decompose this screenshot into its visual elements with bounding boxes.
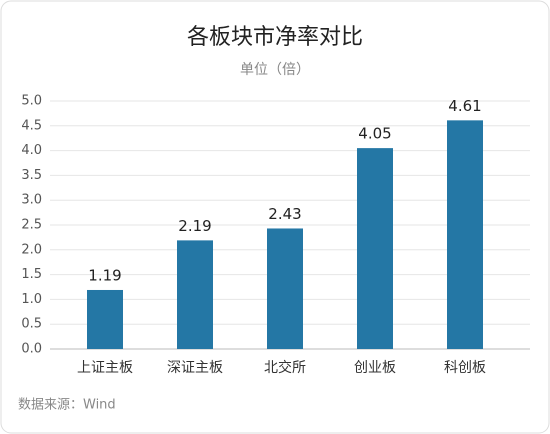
bar [357, 148, 393, 349]
source-note: 数据来源：Wind [18, 398, 116, 413]
x-tick-label: 科创板 [444, 360, 486, 376]
bar [447, 120, 483, 350]
y-tick-label: 3.0 [21, 193, 42, 208]
data-label: 2.19 [178, 217, 211, 235]
bar [267, 228, 303, 349]
y-tick-label: 5.0 [21, 94, 42, 109]
bar [177, 240, 213, 349]
y-tick-label: 3.5 [21, 168, 42, 183]
y-tick-label: 4.5 [21, 118, 42, 133]
data-label: 2.43 [268, 205, 301, 223]
y-tick-label: 0.5 [21, 317, 42, 332]
data-label: 4.05 [358, 125, 391, 143]
data-label: 4.61 [448, 97, 481, 115]
x-tick-label: 北交所 [264, 359, 306, 376]
chart-title: 各板块市净率对比 [187, 25, 363, 50]
x-tick-label: 创业板 [354, 360, 396, 376]
chart-subtitle: 单位（倍） [240, 62, 310, 78]
bar [87, 289, 123, 349]
x-tick-label: 深证主板 [167, 360, 223, 376]
y-tick-label: 2.5 [21, 218, 42, 233]
y-tick-label: 1.5 [21, 267, 42, 282]
y-tick-label: 4.0 [21, 143, 42, 158]
y-tick-label: 1.0 [21, 292, 42, 307]
x-tick-label: 上证主板 [77, 360, 133, 376]
y-tick-label: 2.0 [21, 242, 42, 257]
y-tick-label: 0.0 [21, 342, 42, 357]
data-label: 1.19 [88, 266, 121, 284]
